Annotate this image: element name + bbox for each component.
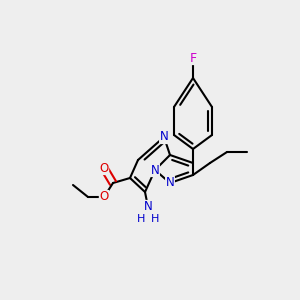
Text: N: N	[144, 200, 152, 214]
Text: O: O	[99, 161, 109, 175]
Text: N: N	[166, 176, 174, 190]
Text: N: N	[160, 130, 168, 143]
Text: O: O	[99, 190, 109, 203]
Text: H: H	[151, 214, 159, 224]
Text: H: H	[137, 214, 145, 224]
Text: F: F	[189, 52, 197, 64]
Text: N: N	[151, 164, 159, 176]
